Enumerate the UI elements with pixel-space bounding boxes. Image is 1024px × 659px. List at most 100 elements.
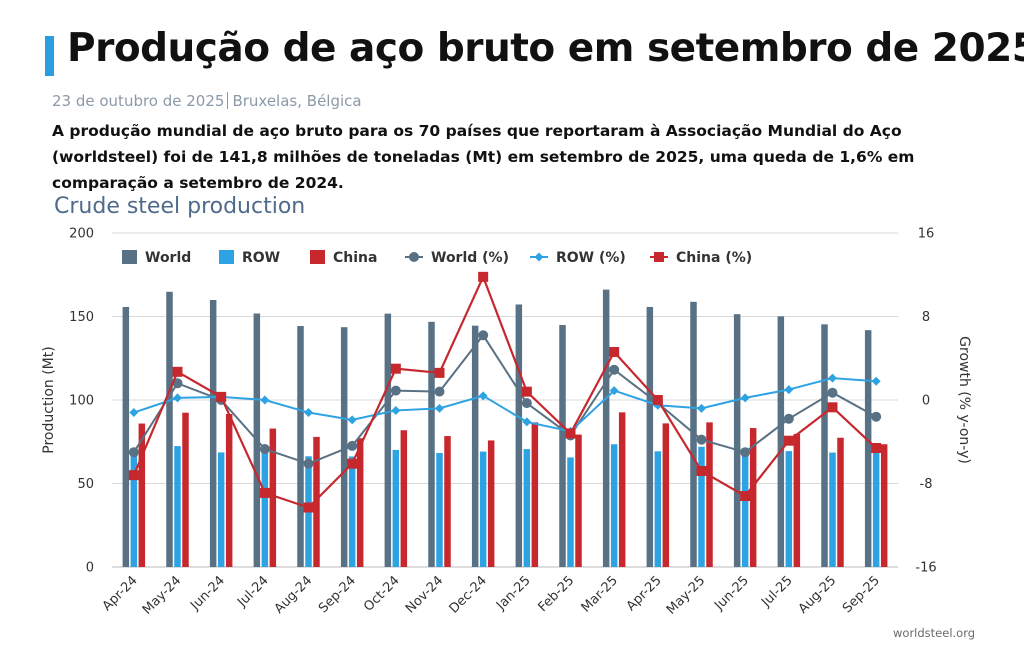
bar-world [515, 304, 523, 567]
bar-world [602, 289, 610, 567]
publish-date: 23 de outubro de 2025 [52, 92, 225, 110]
legend-marker [654, 252, 664, 262]
point-world [303, 458, 314, 469]
y-axis-title: Production (Mt) [41, 346, 57, 453]
bar-row [654, 451, 662, 567]
bar-world [777, 316, 785, 567]
bar-row [698, 446, 705, 567]
x-tick-label: Sep-25 [840, 573, 883, 616]
article-meta: 23 de outubro de 2025 Bruxelas, Bélgica [52, 92, 362, 110]
x-tick-label: Sep-24 [316, 573, 359, 616]
point-row [871, 376, 881, 386]
point-world [783, 413, 794, 424]
y2-tick-label: 8 [922, 310, 930, 325]
bar-china [487, 440, 495, 567]
point-china [259, 487, 270, 498]
point-world [390, 385, 401, 396]
bar-world [733, 314, 741, 567]
point-row [697, 403, 706, 413]
bar-row [479, 451, 487, 567]
page-title: Produção de aço bruto em setembro de 202… [67, 26, 1024, 71]
point-china [827, 402, 838, 413]
x-tick-label: Jul-25 [758, 573, 795, 610]
lead-paragraph: A produção mundial de aço bruto para os … [52, 122, 915, 192]
bar-world [559, 325, 566, 567]
y2-tick-label: -8 [920, 477, 933, 492]
bar-row [523, 449, 531, 567]
bar-world [864, 330, 872, 567]
bar-row [741, 452, 749, 567]
bar-world [166, 291, 173, 567]
x-tick-label: Apr-25 [624, 573, 665, 614]
bar-china [837, 437, 844, 567]
title-accent-bar [45, 36, 54, 76]
legend-marker [409, 252, 419, 262]
point-world [128, 447, 139, 458]
legend-swatch [122, 250, 137, 264]
point-row [522, 417, 532, 427]
bar-china [749, 428, 757, 567]
point-china [478, 271, 489, 282]
bar-china [706, 422, 713, 567]
bar-row [567, 457, 574, 567]
x-tick-label: Jan-25 [493, 573, 534, 614]
bar-world [821, 324, 828, 567]
point-china [696, 465, 707, 476]
x-tick-label: Jun-24 [187, 573, 228, 614]
x-tick-label: Aug-25 [796, 573, 840, 617]
y-tick-label: 50 [77, 477, 94, 492]
point-china [565, 428, 576, 439]
bar-world [384, 313, 392, 567]
bar-row [261, 449, 269, 567]
x-tick-label: Feb-25 [535, 573, 577, 615]
point-world [434, 386, 445, 397]
bar-china [269, 428, 277, 567]
y2-axis-title: Growth (% y-on-y) [956, 336, 972, 464]
bar-world [209, 299, 217, 567]
point-row [391, 405, 401, 415]
y-tick-label: 0 [86, 561, 94, 576]
line-china [132, 273, 877, 509]
bar-row [174, 446, 181, 567]
x-tick-label: Oct-24 [361, 573, 403, 615]
line-world [132, 333, 877, 465]
bar-china [793, 433, 801, 567]
bar-china [313, 436, 320, 567]
point-china [172, 366, 183, 377]
legend-label: ROW [242, 250, 280, 266]
point-world [478, 330, 489, 341]
bar-row [436, 452, 443, 567]
chart-title: Crude steel production [54, 194, 306, 219]
bar-world [690, 301, 697, 567]
point-china [347, 458, 358, 469]
line-row [133, 377, 877, 433]
point-row [609, 386, 619, 396]
legend-label: China [333, 250, 377, 266]
point-world [696, 434, 707, 445]
point-china [303, 502, 314, 513]
x-tick-label: May-24 [140, 573, 184, 617]
y-tick-label: 200 [69, 227, 94, 242]
y2-tick-label: 16 [918, 227, 935, 242]
point-row [478, 391, 488, 401]
point-row [260, 395, 270, 405]
point-world [609, 364, 620, 375]
x-tick-label: Jun-25 [711, 573, 752, 614]
point-row [828, 373, 837, 383]
point-china [740, 491, 751, 502]
bar-china [662, 423, 670, 567]
x-tick-label: Nov-24 [403, 573, 446, 616]
bar-china [618, 412, 626, 567]
point-row [435, 403, 444, 413]
bar-row [829, 452, 836, 567]
point-world [740, 447, 751, 458]
bar-row [130, 450, 138, 567]
bar-world [428, 321, 435, 567]
bar-row [785, 451, 793, 567]
bar-world [646, 306, 654, 567]
point-world [827, 387, 838, 398]
bar-row [872, 452, 880, 567]
bar-china [880, 444, 888, 567]
bar-china [225, 414, 233, 567]
